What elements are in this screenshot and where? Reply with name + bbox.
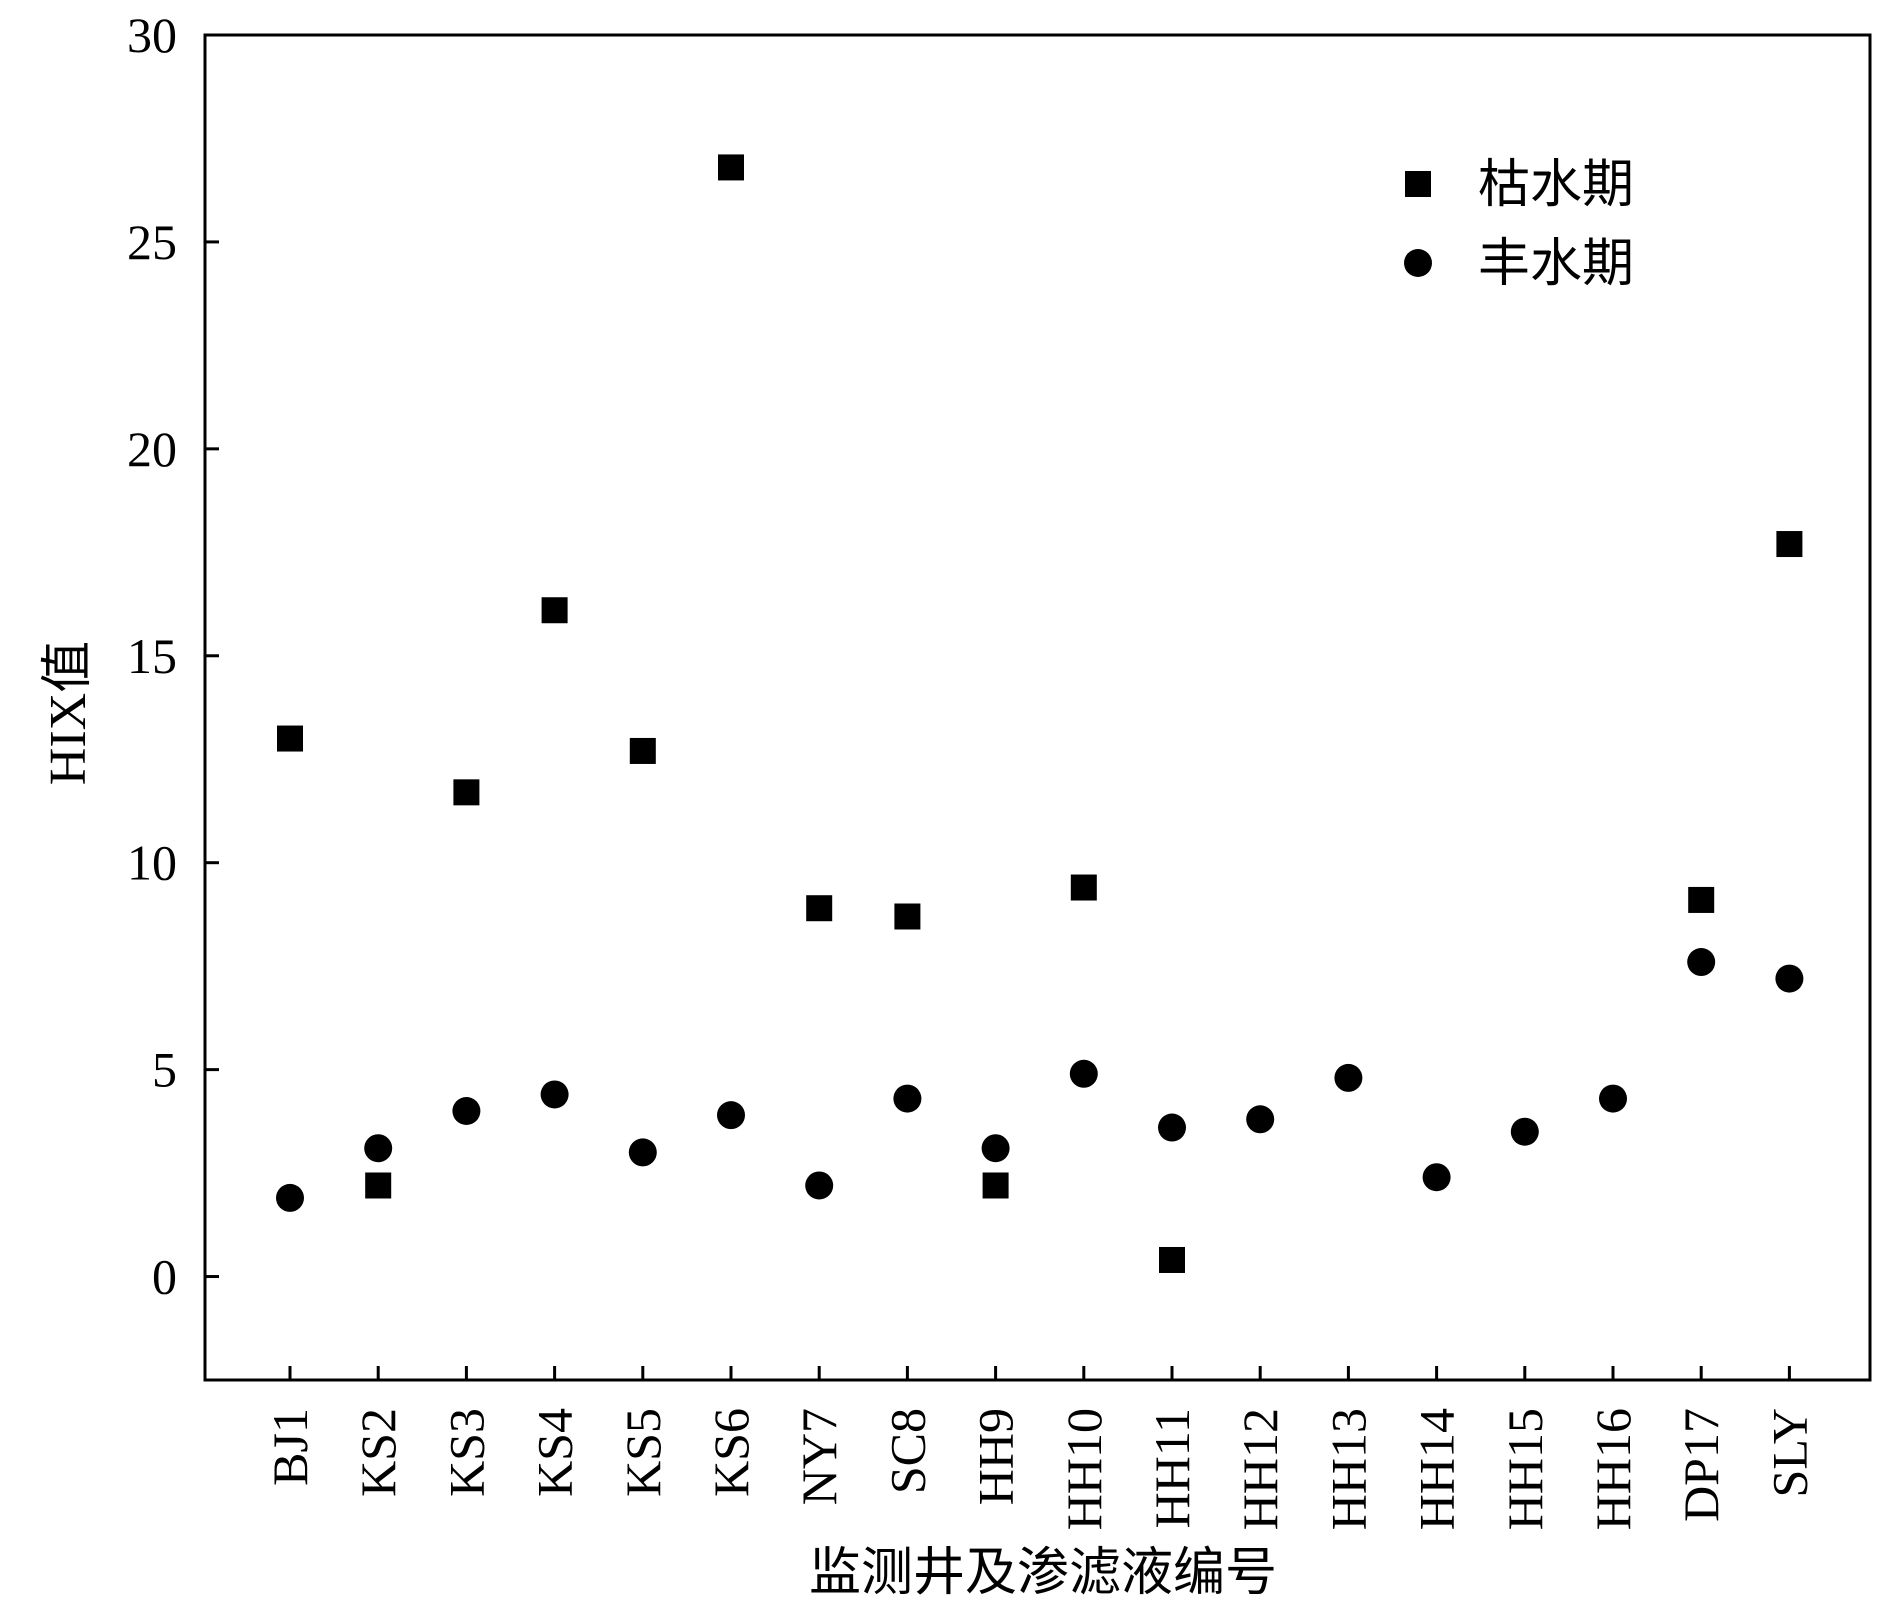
- data-point-square: [365, 1172, 392, 1199]
- data-point-circle: [1775, 964, 1804, 993]
- y-tick-label: 20: [127, 421, 177, 477]
- data-point-square: [541, 597, 568, 624]
- y-axis-title: HIX值: [40, 641, 97, 785]
- x-axis-title: 监测井及渗滤液编号: [809, 1545, 1277, 1602]
- plot-frame: [203, 33, 1872, 1382]
- data-point-circle: [805, 1171, 834, 1200]
- x-tick-label: SLY: [1761, 1408, 1817, 1497]
- x-tick-label: HH13: [1320, 1408, 1376, 1530]
- data-point-circle: [276, 1183, 304, 1212]
- x-tick-label: KS5: [615, 1408, 671, 1497]
- data-point-circle: [1246, 1105, 1275, 1134]
- data-point-circle: [893, 1084, 922, 1113]
- y-tick-label: 10: [127, 835, 177, 891]
- data-point-square: [277, 725, 303, 752]
- data-point-circle: [1158, 1113, 1186, 1142]
- data-point-square: [1688, 886, 1715, 913]
- legend-label: 枯水期: [1478, 157, 1634, 214]
- x-tick-label: KS6: [703, 1408, 759, 1497]
- data-point-circle: [452, 1097, 481, 1125]
- data-point-square: [894, 903, 921, 930]
- data-point-square: [1070, 874, 1097, 901]
- data-point-circle: [1334, 1063, 1363, 1092]
- x-tick-label: KS4: [527, 1408, 583, 1497]
- data-point-square: [1159, 1246, 1185, 1273]
- data-point-circle: [1687, 948, 1716, 977]
- data-point-circle: [540, 1080, 569, 1109]
- data-point-circle: [364, 1134, 393, 1163]
- x-tick-label: HH12: [1232, 1408, 1288, 1530]
- data-point-circle: [981, 1134, 1010, 1163]
- x-tick-label: HH11: [1144, 1408, 1200, 1528]
- data-point-circle: [628, 1138, 657, 1167]
- legend-marker-circle: [1404, 249, 1432, 277]
- data-point-circle: [1510, 1117, 1539, 1146]
- data-point-circle: [1422, 1163, 1451, 1192]
- data-point-circle: [1599, 1084, 1627, 1113]
- y-tick-label: 15: [127, 628, 177, 684]
- y-tick-label: 5: [152, 1042, 177, 1098]
- y-tick-label: 30: [127, 7, 177, 63]
- data-point-square: [453, 779, 480, 806]
- x-tick-label: HH9: [968, 1408, 1024, 1505]
- x-tick-label: KS3: [438, 1408, 494, 1497]
- data-point-square: [806, 895, 833, 922]
- x-tick-label: HH16: [1585, 1408, 1641, 1530]
- y-tick-label: 25: [127, 214, 177, 270]
- x-tick-label: SC8: [879, 1408, 935, 1494]
- x-tick-label: KS2: [350, 1408, 406, 1497]
- data-point-circle: [1069, 1059, 1098, 1088]
- x-tick-label: NY7: [791, 1408, 847, 1505]
- legend-marker-square: [1405, 171, 1431, 197]
- x-tick-label: HH15: [1497, 1408, 1553, 1530]
- x-tick-label: BJ1: [262, 1408, 318, 1486]
- y-tick-label: 0: [152, 1249, 177, 1305]
- data-point-square: [718, 154, 744, 181]
- data-point-square: [982, 1172, 1009, 1199]
- data-point-square: [1776, 531, 1803, 558]
- x-tick-label: HH10: [1056, 1408, 1112, 1530]
- data-point-circle: [717, 1101, 745, 1130]
- data-point-square: [629, 737, 656, 764]
- x-tick-label: DP17: [1673, 1408, 1729, 1522]
- legend-label: 丰水期: [1478, 236, 1634, 293]
- x-tick-label: HH14: [1409, 1408, 1465, 1530]
